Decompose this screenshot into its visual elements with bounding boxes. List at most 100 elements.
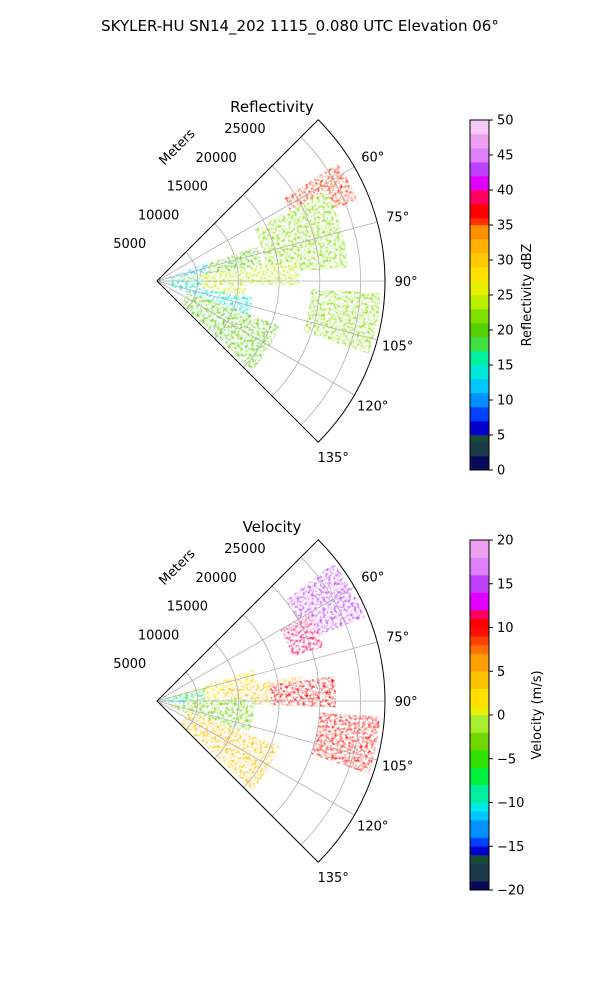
colorbar-segment — [470, 636, 489, 646]
range-tick-label: 25000 — [224, 122, 265, 137]
colorbar-tick-label: 40 — [497, 184, 514, 199]
colorbar-tick-label: 30 — [497, 254, 514, 269]
colorbar-segment — [470, 239, 489, 254]
panel-title: Reflectivity — [230, 98, 314, 116]
echo-region — [254, 191, 348, 274]
range-tick-label: 20000 — [195, 151, 236, 166]
colorbar-segment — [470, 134, 489, 149]
range-tick-labels: 5000 10000 15000 20000 25000 — [113, 122, 265, 252]
colorbar-segment — [470, 218, 489, 226]
colorbar-segment — [470, 379, 489, 394]
colorbar-segment — [470, 393, 489, 408]
colorbar-segment — [470, 627, 489, 637]
colorbar-segment — [470, 618, 489, 628]
colorbar-segment — [470, 456, 489, 471]
colorbar-segment — [470, 592, 489, 611]
range-axis-label: Meters — [157, 126, 199, 168]
sector-frame — [156, 539, 386, 863]
colorbar-segment — [470, 811, 489, 821]
colorbar-segment — [470, 253, 489, 268]
range-tick-labels: 5000 10000 15000 20000 25000 — [113, 542, 265, 672]
angle-tick-label: 105° — [382, 339, 413, 354]
echo-region — [280, 613, 324, 657]
colorbar-segment — [470, 148, 489, 163]
colorbar-segment — [470, 863, 489, 882]
colorbar-segment — [470, 688, 489, 707]
colorbar-label: Reflectivity dBZ — [520, 244, 535, 347]
azimuth-spoke — [156, 641, 378, 702]
echo-region — [164, 689, 206, 701]
velocity-panel: Velocity 5000 10000 15000 20000 25000 60° 75°… — [113, 518, 545, 899]
range-tick-label: 15000 — [167, 600, 208, 615]
colorbar-tick-label: 45 — [497, 149, 514, 164]
echo-layer — [160, 563, 381, 790]
angle-tick-label: 120° — [357, 820, 388, 835]
azimuth-spoke — [156, 586, 355, 702]
colorbar-tick-label: −15 — [497, 840, 524, 855]
colorbar-tick-label: 5 — [497, 665, 505, 680]
sector-frame — [156, 119, 386, 443]
reflectivity-panel: Reflectivity 5000 10000 15000 20000 25000 60… — [113, 98, 535, 479]
colorbar-tick-label: 0 — [497, 464, 505, 479]
colorbar-tick-label: 0 — [497, 709, 505, 724]
azimuth-spoke — [156, 221, 378, 282]
colorbar-segment — [470, 225, 489, 240]
colorbar-segment — [470, 837, 489, 847]
colorbar: −20 −15 −10 −5 0 5 10 15 20 — [469, 534, 524, 899]
echo-region — [161, 699, 186, 705]
colorbar-tick-label: 10 — [497, 621, 514, 636]
echo-region — [181, 261, 300, 286]
colorbar-tick-label: 10 — [497, 394, 514, 409]
echo-region — [180, 292, 280, 370]
echo-region — [303, 289, 381, 354]
colorbar-segment — [470, 540, 489, 558]
azimuth-spoke — [156, 700, 378, 761]
range-axis-label: Meters — [157, 546, 199, 588]
colorbar-segment — [470, 575, 489, 593]
azimuth-spoke — [156, 166, 355, 282]
azimuth-spoke — [156, 700, 355, 816]
colorbar-segment — [470, 785, 489, 803]
colorbar-segment — [470, 120, 489, 135]
colorbar-segment — [470, 557, 489, 576]
colorbar-segment — [470, 162, 489, 177]
echo-layer — [160, 163, 381, 370]
colorbar-segment — [470, 190, 489, 205]
colorbar-tick-label: 15 — [497, 359, 514, 374]
range-tick-label: 10000 — [138, 628, 179, 643]
colorbar-segment — [470, 610, 489, 620]
angle-tick-label: 105° — [382, 759, 413, 774]
colorbar-segment — [470, 671, 489, 690]
colorbar-segment — [470, 309, 489, 324]
echo-region — [168, 283, 254, 317]
angle-tick-label: 135° — [318, 871, 349, 886]
colorbar-tick-label: 25 — [497, 289, 514, 304]
colorbar-segment — [470, 323, 489, 338]
colorbar-segment — [470, 407, 489, 422]
colorbar-segment — [470, 715, 489, 733]
colorbar-segment — [470, 337, 489, 352]
colorbar-segment — [470, 767, 489, 786]
angle-tick-label: 90° — [395, 275, 418, 290]
colorbar-segment — [470, 706, 489, 716]
colorbar-segment — [470, 435, 489, 443]
colorbar: 0 5 10 15 20 25 30 35 40 45 50 — [469, 114, 514, 479]
colorbar-tick-label: −20 — [497, 884, 524, 899]
colorbar-label: Velocity (m/s) — [530, 670, 545, 759]
colorbar-segment — [470, 176, 489, 191]
range-tick-label: 25000 — [224, 542, 265, 557]
range-tick-label: 10000 — [138, 208, 179, 223]
colorbar-tick-label: 50 — [497, 114, 514, 129]
figure-suptitle: SKYLER-HU SN14_202 1115_0.080 UTC Elevat… — [101, 17, 499, 36]
angle-tick-label: 135° — [318, 451, 349, 466]
azimuth-spoke — [156, 280, 378, 341]
angle-tick-labels: 60° 75° 90° 105° 120° 135° — [318, 570, 418, 886]
angle-tick-label: 90° — [395, 695, 418, 710]
colorbar-tick-label: 20 — [497, 534, 514, 549]
colorbar-segment — [470, 820, 489, 838]
panel-title: Velocity — [243, 518, 302, 536]
range-tick-label: 5000 — [113, 657, 146, 672]
colorbar-segment — [470, 750, 489, 768]
colorbar-segment — [470, 653, 489, 672]
